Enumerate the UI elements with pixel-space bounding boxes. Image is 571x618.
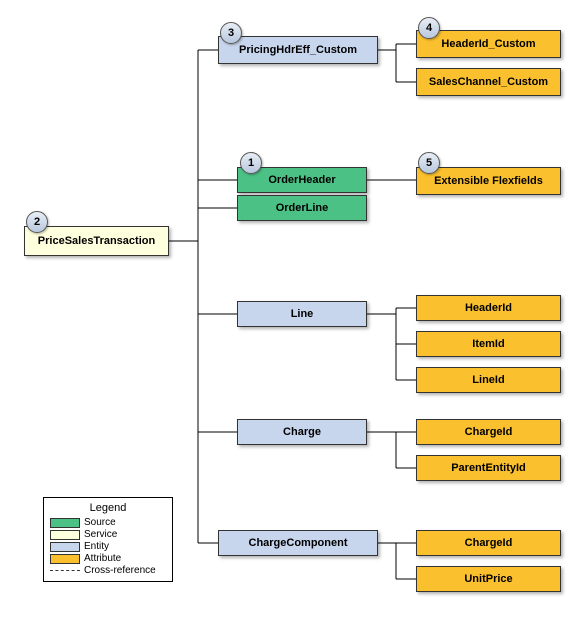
- badge-4: 4: [418, 17, 440, 39]
- node-unitPrice: UnitPrice: [416, 566, 561, 592]
- node-orderLine: OrderLine: [237, 195, 367, 221]
- node-parentEntity: ParentEntityId: [416, 455, 561, 481]
- legend-dash: [50, 570, 80, 571]
- node-chargeComp: ChargeComponent: [218, 530, 378, 556]
- badge-3: 3: [220, 22, 242, 44]
- legend-label: Cross-reference: [84, 565, 156, 576]
- legend-swatch: [50, 554, 80, 564]
- legend-label: Attribute: [84, 553, 121, 564]
- legend-label: Service: [84, 529, 117, 540]
- legend-items: SourceServiceEntityAttributeCross-refere…: [50, 517, 166, 576]
- legend-title: Legend: [50, 502, 166, 514]
- node-lineId: LineId: [416, 367, 561, 393]
- node-extFlex: Extensible Flexfields: [416, 167, 561, 195]
- node-charge: Charge: [237, 419, 367, 445]
- legend-swatch: [50, 530, 80, 540]
- badge-2: 2: [26, 211, 48, 233]
- legend-row: Entity: [50, 541, 166, 552]
- node-line: Line: [237, 301, 367, 327]
- legend-row: Cross-reference: [50, 565, 166, 576]
- node-itemId: ItemId: [416, 331, 561, 357]
- node-salesChannel: SalesChannel_Custom: [416, 68, 561, 96]
- node-chargeId1: ChargeId: [416, 419, 561, 445]
- legend-swatch: [50, 518, 80, 528]
- node-pricingHdr: PricingHdrEff_Custom: [218, 36, 378, 64]
- legend-row: Service: [50, 529, 166, 540]
- legend-row: Attribute: [50, 553, 166, 564]
- node-chargeId2: ChargeId: [416, 530, 561, 556]
- node-pst: PriceSalesTransaction: [24, 226, 169, 256]
- legend-swatch: [50, 542, 80, 552]
- legend-label: Entity: [84, 541, 109, 552]
- legend-box: Legend SourceServiceEntityAttributeCross…: [43, 497, 173, 582]
- node-headerId: HeaderId: [416, 295, 561, 321]
- badge-1: 1: [240, 152, 262, 174]
- legend-label: Source: [84, 517, 116, 528]
- badge-5: 5: [418, 152, 440, 174]
- legend-row: Source: [50, 517, 166, 528]
